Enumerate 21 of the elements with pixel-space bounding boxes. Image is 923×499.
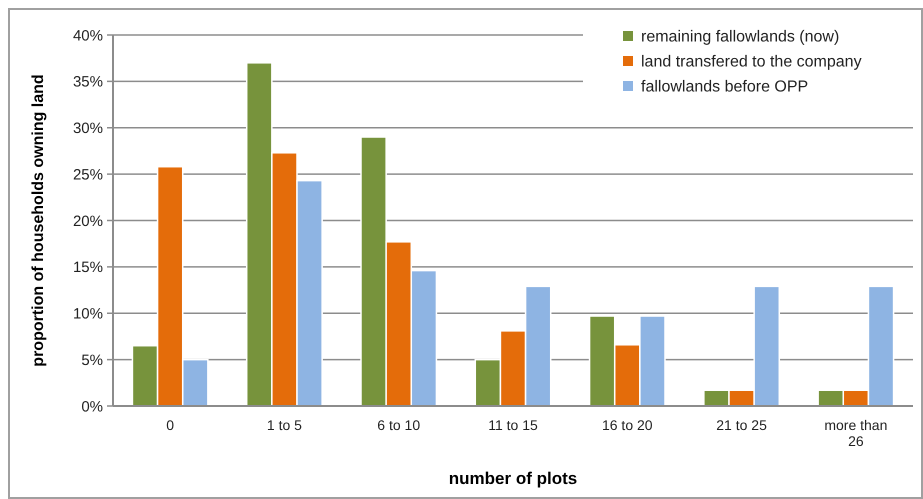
- y-tick-label: 0%: [81, 398, 103, 416]
- y-tick-label: 30%: [72, 120, 103, 137]
- y-tick-label: 10%: [72, 306, 103, 322]
- y-tick-label: 40%: [72, 27, 103, 44]
- x-axis-title: number of plots: [448, 469, 578, 488]
- legend-label: remaining fallowlands (now): [641, 28, 840, 46]
- y-tick-label: 5%: [81, 352, 103, 369]
- y-axis-title: proportion of households owning land: [30, 74, 47, 367]
- x-tick-label: 0: [166, 417, 174, 433]
- x-tick-label: 1 to 5: [266, 417, 302, 433]
- legend-label: land transfered to the company: [641, 54, 862, 71]
- x-tick-label: 11 to 15: [488, 417, 538, 433]
- y-tick-label: 15%: [72, 259, 103, 276]
- y-tick-label: 25%: [72, 166, 103, 184]
- y-tick-label: 20%: [72, 212, 103, 230]
- x-tick-label: more than 26: [824, 417, 888, 449]
- legend-label: fallowlands before OPP: [641, 78, 808, 96]
- x-tick-label: 21 to 25: [716, 417, 768, 433]
- x-tick-label: 6 to 10: [377, 417, 420, 433]
- x-tick-label: 16 to 20: [602, 417, 653, 433]
- y-tick-label: 35%: [72, 74, 103, 91]
